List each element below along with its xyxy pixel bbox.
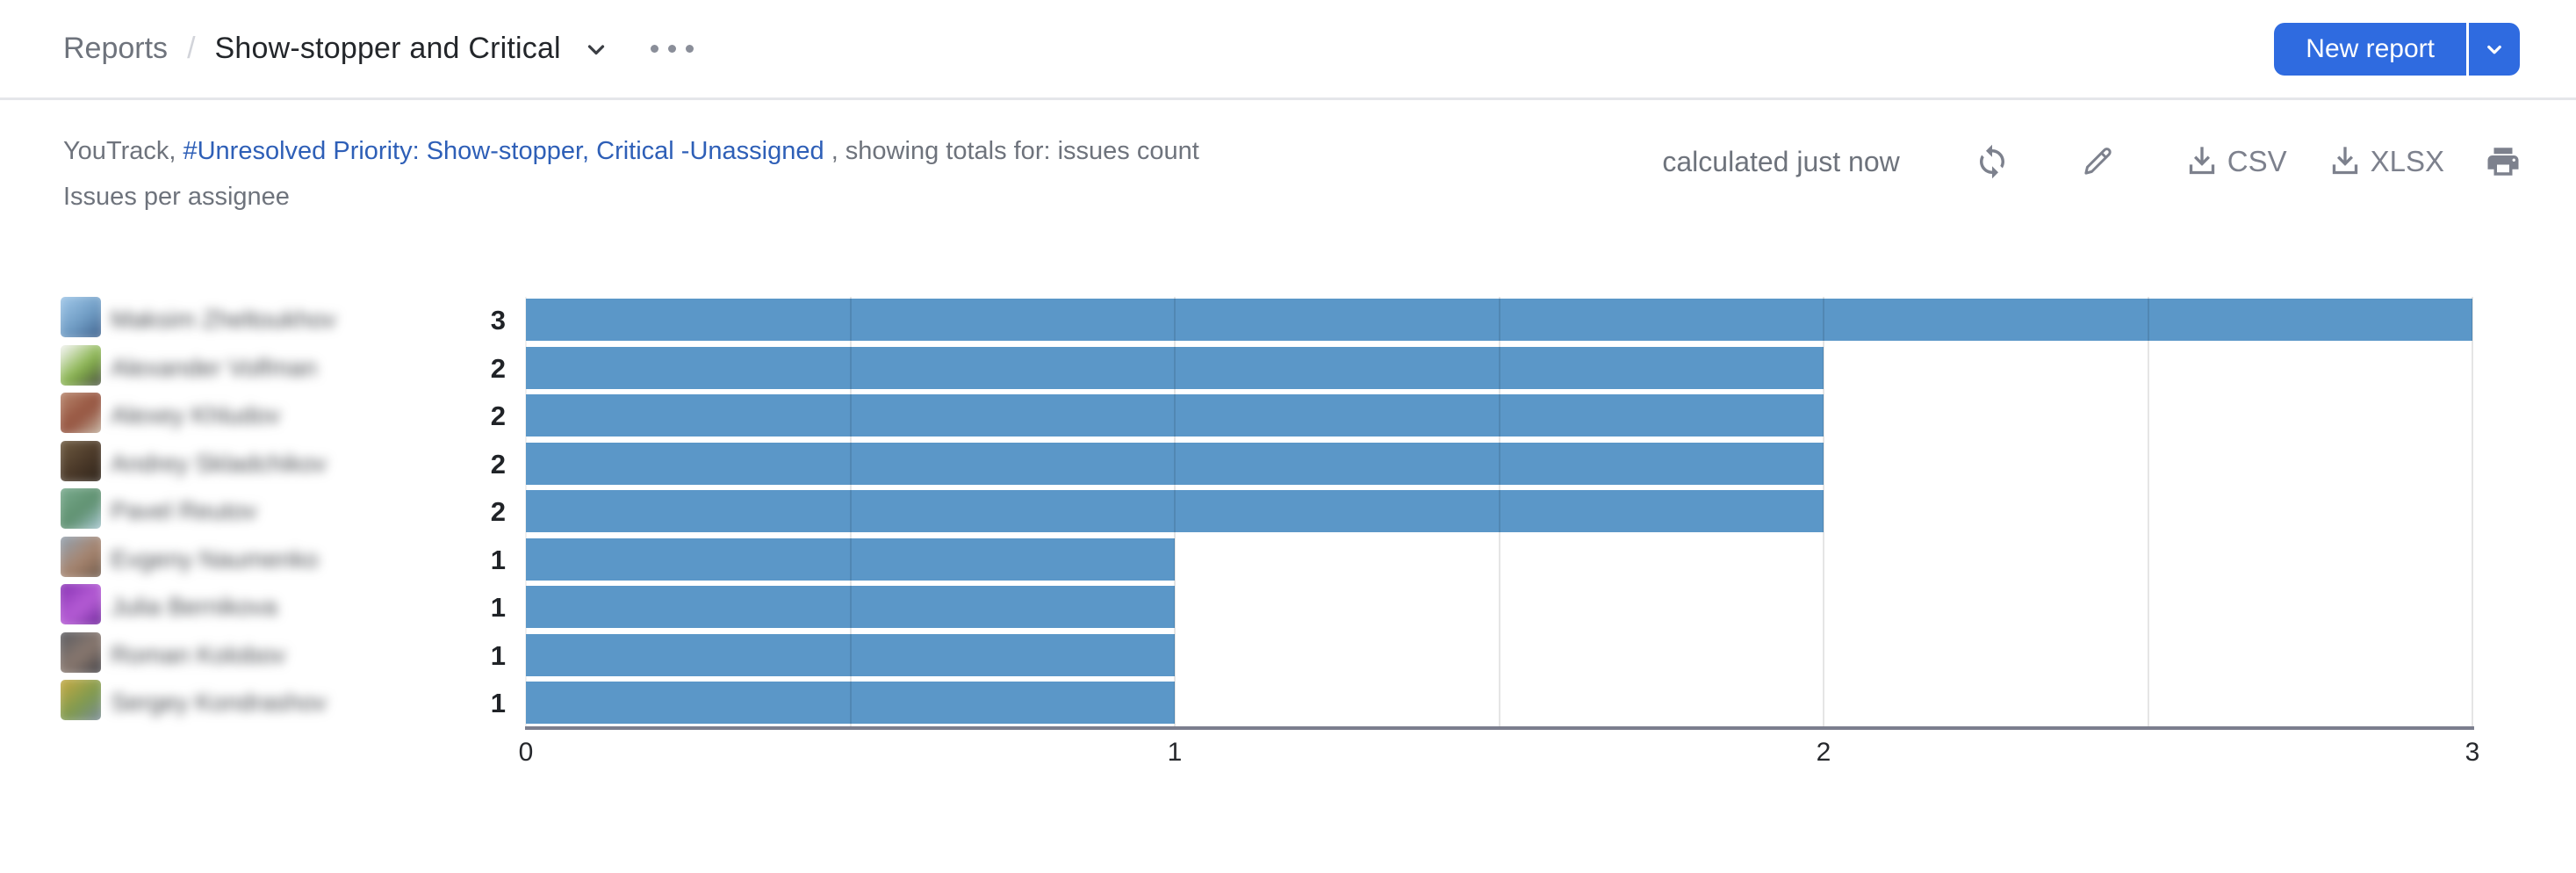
issues-count-label: 1 <box>490 544 506 575</box>
export-xlsx-button[interactable]: XLSX <box>2328 144 2444 179</box>
bar[interactable] <box>526 538 1175 581</box>
assignee-name[interactable]: Alexey Khludov <box>111 401 281 429</box>
avatar[interactable] <box>61 536 101 577</box>
download-icon <box>2189 147 2214 175</box>
gridline <box>1498 297 1500 726</box>
issues-count-label: 2 <box>490 496 506 527</box>
assignee-name[interactable]: Alexander Volfman <box>111 353 318 381</box>
query-link[interactable]: #Unresolved Priority: Show-stopper, Crit… <box>183 137 824 165</box>
bar[interactable] <box>526 299 2472 341</box>
issues-count-label: 2 <box>490 352 506 384</box>
report-title[interactable]: Show-stopper and Critical <box>214 32 561 65</box>
issues-count-label: 2 <box>490 448 506 480</box>
issues-count-label: 1 <box>490 592 506 623</box>
xlsx-label: XLSX <box>2370 145 2444 177</box>
report-totals-label: , showing totals for: issues count <box>831 137 1199 165</box>
bar[interactable] <box>526 682 1175 724</box>
issues-count-label: 1 <box>490 688 506 718</box>
assignee-name[interactable]: Evgeny Naumenko <box>111 545 319 573</box>
bar[interactable] <box>526 586 1175 628</box>
avatar[interactable] <box>61 344 101 386</box>
edit-pencil-icon <box>2084 148 2112 175</box>
avatar[interactable] <box>61 393 101 433</box>
breadcrumb-separator: / <box>187 32 196 65</box>
issues-count-label: 2 <box>490 400 506 431</box>
x-axis-tick-label: 0 <box>518 738 534 767</box>
bar[interactable] <box>526 490 1824 532</box>
new-report-dropdown-button[interactable] <box>2469 22 2520 76</box>
print-button[interactable] <box>2485 143 2522 180</box>
bar[interactable] <box>526 442 1824 485</box>
x-axis-tick-label: 3 <box>2464 738 2480 767</box>
report-toolbar: calculated just now CSV XLSX <box>1662 141 2522 183</box>
report-context-label: YouTrack, <box>63 137 176 165</box>
bar[interactable] <box>526 633 1175 676</box>
gridline <box>849 297 852 726</box>
assignee-name[interactable]: Roman Kolobov <box>111 640 286 668</box>
avatar[interactable] <box>61 488 101 529</box>
avatar[interactable] <box>61 680 101 720</box>
download-icon <box>2332 147 2357 175</box>
x-axis-tick-label: 1 <box>1167 738 1183 767</box>
assignee-name[interactable]: Maksim Zheltoukhov <box>111 306 336 333</box>
new-report-button[interactable]: New report <box>2274 22 2466 76</box>
chevron-down-icon <box>2487 45 2501 54</box>
refresh-button[interactable] <box>1974 143 2011 180</box>
report-title-dropdown[interactable] <box>580 33 612 65</box>
gridline <box>1823 297 1824 726</box>
refresh-icon <box>1979 144 2004 179</box>
avatar[interactable] <box>61 584 101 624</box>
assignee-name[interactable]: Andrey Skladchikov <box>111 449 327 477</box>
breadcrumb-reports-link[interactable]: Reports <box>63 32 169 65</box>
x-axis-line <box>525 726 2474 730</box>
printer-icon <box>2487 148 2519 176</box>
csv-label: CSV <box>2227 145 2287 177</box>
export-csv-button[interactable]: CSV <box>2184 144 2287 179</box>
assignee-name[interactable]: Julia Bernikova <box>111 593 277 620</box>
gridline <box>2147 297 2149 726</box>
bar[interactable] <box>526 346 1824 389</box>
bar[interactable] <box>526 394 1824 436</box>
ellipsis-menu-icon[interactable] <box>650 45 694 53</box>
report-query-line: YouTrack, #Unresolved Priority: Show-sto… <box>63 137 1199 166</box>
chevron-down-icon <box>587 44 604 54</box>
report-subtitle: Issues per assignee <box>63 183 290 211</box>
new-report-split-button: New report <box>2274 22 2520 76</box>
issues-count-label: 3 <box>490 305 506 335</box>
gridline <box>2472 297 2473 726</box>
calculated-status: calculated just now <box>1662 145 1900 177</box>
assignee-name[interactable]: Pavel Reutov <box>111 497 257 524</box>
avatar[interactable] <box>61 297 101 337</box>
avatar[interactable] <box>61 440 101 481</box>
gridline <box>1174 297 1176 726</box>
top-bar: Reports / Show-stopper and Critical New … <box>0 0 2576 100</box>
x-axis-tick-label: 2 <box>1816 738 1831 767</box>
edit-report-button[interactable] <box>2079 143 2116 180</box>
issues-count-label: 1 <box>490 639 506 671</box>
avatar[interactable] <box>61 631 101 673</box>
assignee-name[interactable]: Sergey Kondrashov <box>111 689 327 716</box>
